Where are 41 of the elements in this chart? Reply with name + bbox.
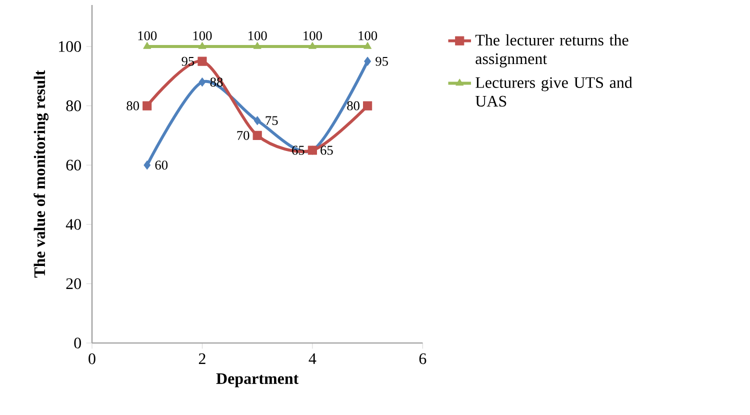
legend-label: Lecturers give UTS and UAS [475, 76, 632, 107]
y-axis-title: The value of monitoring result [34, 70, 48, 278]
y-tick-label: 60 [66, 160, 81, 170]
x-axis-title: Department [216, 373, 299, 388]
point [308, 42, 316, 49]
point [363, 101, 372, 110]
y-tick-label: 40 [66, 219, 81, 230]
x-tick-label: 0 [88, 353, 96, 364]
y-tick-label: 20 [66, 278, 81, 290]
point [144, 160, 151, 170]
x-tick-label: 2 [198, 353, 206, 364]
legend-label: The lecturer returns the assignment [475, 34, 628, 68]
data-label: 60 [155, 160, 168, 170]
data-label: 100 [138, 31, 157, 40]
y-tick-label: 0 [74, 338, 81, 348]
y-tick-label: 100 [59, 41, 81, 52]
data-label: 80 [126, 101, 140, 110]
x-tick-label: 6 [419, 353, 426, 364]
point [198, 56, 207, 66]
data-label: 65 [320, 146, 333, 155]
point [142, 101, 152, 110]
y-tick-label: 80 [66, 100, 81, 112]
data-label: 80 [347, 101, 360, 110]
data-label: 70 [237, 130, 250, 140]
point [198, 42, 206, 49]
data-label: 100 [248, 31, 267, 40]
point [198, 78, 206, 87]
point [252, 130, 262, 140]
point [254, 116, 261, 126]
point [253, 42, 262, 49]
data-label: 100 [304, 31, 322, 40]
point [364, 42, 372, 49]
data-label: 100 [358, 31, 378, 40]
data-label: 75 [266, 116, 278, 126]
data-label: 88 [210, 78, 223, 87]
x-tick-label: 4 [308, 353, 316, 364]
point [143, 42, 152, 49]
data-label: 95 [376, 56, 388, 66]
data-label: 100 [193, 31, 212, 40]
point [364, 56, 372, 66]
data-label: 95 [182, 56, 194, 66]
